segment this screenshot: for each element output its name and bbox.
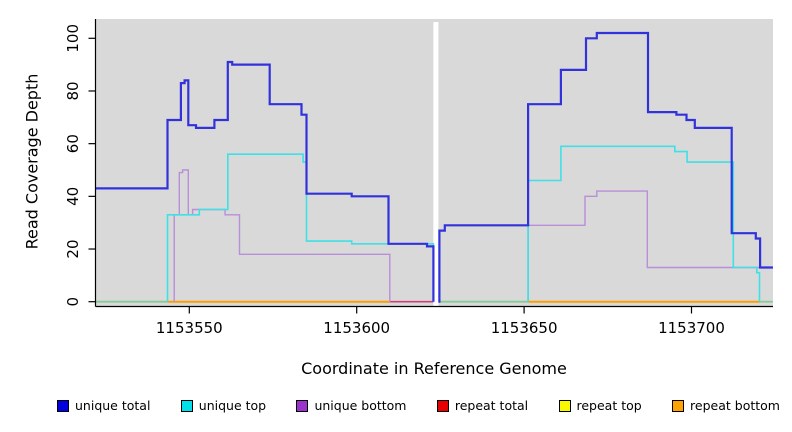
plot-svg: 1153550 1153600 1153650 1153700 0 20 40 60 80 100: [64, 19, 773, 337]
series-unique-top: [527, 145, 761, 302]
legend-swatch: [296, 399, 309, 412]
legend: unique total unique top unique bottom repea…: [0, 398, 792, 413]
x-tick-label: 1153700: [658, 319, 725, 337]
y-tick-label: 60: [64, 134, 82, 153]
series-unique-bottom: [527, 190, 773, 302]
legend-item-repeat-total: repeat total: [436, 398, 529, 413]
y-tick-label: 80: [64, 81, 82, 100]
legend-swatch: [57, 399, 69, 412]
y-tick-label: 40: [64, 187, 82, 206]
legend-label: repeat bottom: [690, 398, 780, 413]
y-axis-title: Read Coverage Depth: [22, 73, 42, 250]
x-tick-label: 1153550: [156, 319, 223, 337]
legend-label: repeat total: [454, 398, 529, 413]
series-unique-top: [166, 153, 435, 302]
coverage-gap: [433, 22, 439, 307]
legend-item-repeat-bottom: repeat bottom: [672, 398, 780, 413]
y-tick-label: 100: [64, 24, 82, 53]
y-tick-label: 20: [64, 239, 82, 258]
series-unique-total: [438, 31, 773, 303]
legend-item-unique-bottom: unique bottom: [296, 398, 407, 413]
x-tick-label: 1153600: [323, 319, 390, 337]
legend-item-unique-total: unique total: [57, 398, 150, 413]
legend-label: repeat top: [576, 398, 642, 413]
series-unique-total: [95, 60, 435, 302]
legend-label: unique bottom: [314, 398, 407, 413]
legend-item-repeat-top: repeat top: [558, 398, 642, 413]
y-tick-label: 0: [64, 297, 82, 307]
legend-swatch: [672, 399, 685, 412]
legend-item-unique-top: unique top: [180, 398, 267, 413]
legend-label: unique total: [75, 398, 151, 413]
legend-label: unique top: [198, 398, 267, 413]
x-axis-title: Coordinate in Reference Genome: [301, 359, 567, 378]
legend-swatch: [180, 399, 193, 412]
legend-swatch: [558, 399, 571, 412]
x-tick-label: 1153650: [491, 319, 558, 337]
legend-swatch: [436, 399, 449, 412]
